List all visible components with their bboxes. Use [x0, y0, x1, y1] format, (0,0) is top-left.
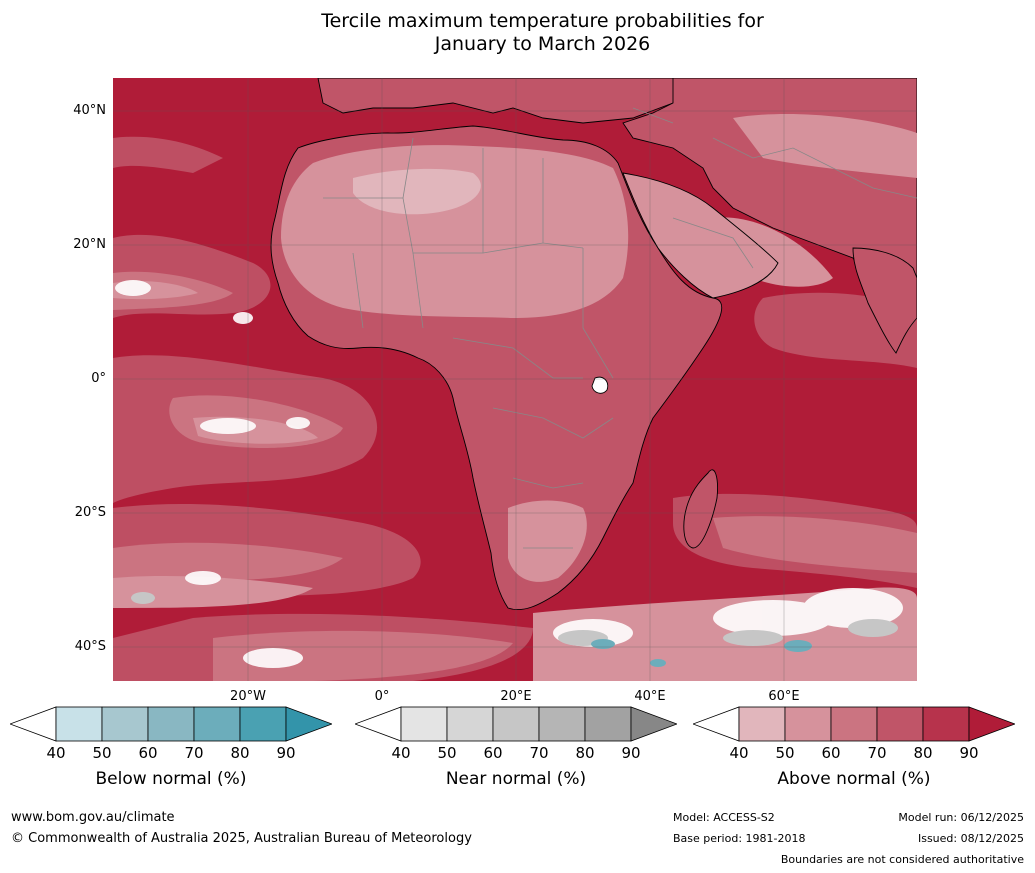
- lon-label-40e: 40°E: [634, 689, 666, 704]
- probability-map: [113, 78, 917, 681]
- near-color-bin-1: [400, 706, 448, 742]
- near-tick-label: 50: [437, 744, 457, 762]
- title-line-1: Tercile maximum temperature probabilitie…: [321, 10, 764, 32]
- near-extend-high: [630, 706, 677, 742]
- below-tick-label: 60: [138, 744, 158, 762]
- below-tick-label: 80: [230, 744, 250, 762]
- footer-model: Model: ACCESS-S2: [673, 811, 775, 824]
- above-tick-label: 50: [775, 744, 795, 762]
- lon-label-60e: 60°E: [768, 689, 800, 704]
- colorbar-above-normal: [693, 706, 1015, 742]
- above-color-bin-5: [922, 706, 970, 742]
- sahara-lighter: [353, 168, 481, 215]
- near-color-bin-4: [538, 706, 586, 742]
- near-color-bin-5: [584, 706, 632, 742]
- ocean-below-normal-patches: [591, 639, 812, 667]
- below-tick-label: 50: [92, 744, 112, 762]
- lat-label-40s: 40°S: [74, 639, 106, 654]
- lat-label-0: 0°: [91, 371, 106, 386]
- above-tick-label: 70: [867, 744, 887, 762]
- footer-issued: Issued: 08/12/2025: [917, 832, 1024, 845]
- above-color-bin-2: [784, 706, 832, 742]
- near-tick-label: 60: [483, 744, 503, 762]
- near-color-bin-2: [446, 706, 494, 742]
- below-color-bin-2: [101, 706, 149, 742]
- footer-base-period: Base period: 1981-2018: [673, 832, 806, 845]
- lon-label-20w: 20°W: [230, 689, 266, 704]
- above-extend-low: [693, 706, 740, 742]
- below-color-bin-5: [239, 706, 287, 742]
- colorbar-below-normal: [10, 706, 332, 742]
- land-arabia: [622, 172, 779, 299]
- above-tick-label: 60: [821, 744, 841, 762]
- madagascar: [683, 469, 718, 549]
- below-color-bin-4: [193, 706, 241, 742]
- below-extend-low: [10, 706, 57, 742]
- below-tick-label: 90: [276, 744, 296, 762]
- lat-label-20s: 20°S: [74, 505, 106, 520]
- title-line-2: January to March 2026: [434, 33, 651, 55]
- footer-copyright: © Commonwealth of Australia 2025, Austra…: [11, 831, 472, 846]
- above-tick-label: 40: [729, 744, 749, 762]
- graticule: [113, 78, 917, 681]
- above-color-bin-1: [738, 706, 786, 742]
- legend-title-above: Above normal (%): [777, 769, 931, 789]
- land-india: [852, 247, 917, 354]
- above-color-bin-3: [830, 706, 878, 742]
- colorbar-near-normal: [355, 706, 677, 742]
- chart-title: Tercile maximum temperature probabilitie…: [0, 10, 1035, 56]
- country-boundaries: [323, 107, 917, 549]
- footer-website: www.bom.gov.au/climate: [11, 810, 175, 825]
- lon-label-0: 0°: [374, 689, 390, 704]
- ocean-white-patches: [115, 280, 903, 668]
- near-tick-label: 70: [529, 744, 549, 762]
- lat-label-40n: 40°N: [73, 103, 106, 118]
- southern-africa-patch: [508, 500, 587, 582]
- lat-label-20n: 20°N: [73, 237, 106, 252]
- above-extend-high: [968, 706, 1015, 742]
- lon-label-20e: 20°E: [500, 689, 532, 704]
- below-color-bin-3: [147, 706, 195, 742]
- near-color-bin-3: [492, 706, 540, 742]
- lake-victoria: [591, 376, 609, 394]
- near-tick-label: 40: [391, 744, 411, 762]
- below-tick-label: 40: [46, 744, 66, 762]
- near-tick-label: 80: [575, 744, 595, 762]
- above-tick-label: 90: [959, 744, 979, 762]
- near-tick-label: 90: [621, 744, 641, 762]
- below-extend-high: [285, 706, 332, 742]
- below-tick-label: 70: [184, 744, 204, 762]
- below-color-bin-1: [55, 706, 103, 742]
- footer-model-run: Model run: 06/12/2025: [898, 811, 1024, 824]
- near-extend-low: [355, 706, 402, 742]
- above-color-bin-4: [876, 706, 924, 742]
- footer-disclaimer: Boundaries are not considered authoritat…: [780, 853, 1024, 866]
- land-africa: [270, 125, 723, 611]
- legend-title-below: Below normal (%): [95, 769, 247, 789]
- legend-title-near: Near normal (%): [445, 769, 587, 789]
- above-tick-label: 80: [913, 744, 933, 762]
